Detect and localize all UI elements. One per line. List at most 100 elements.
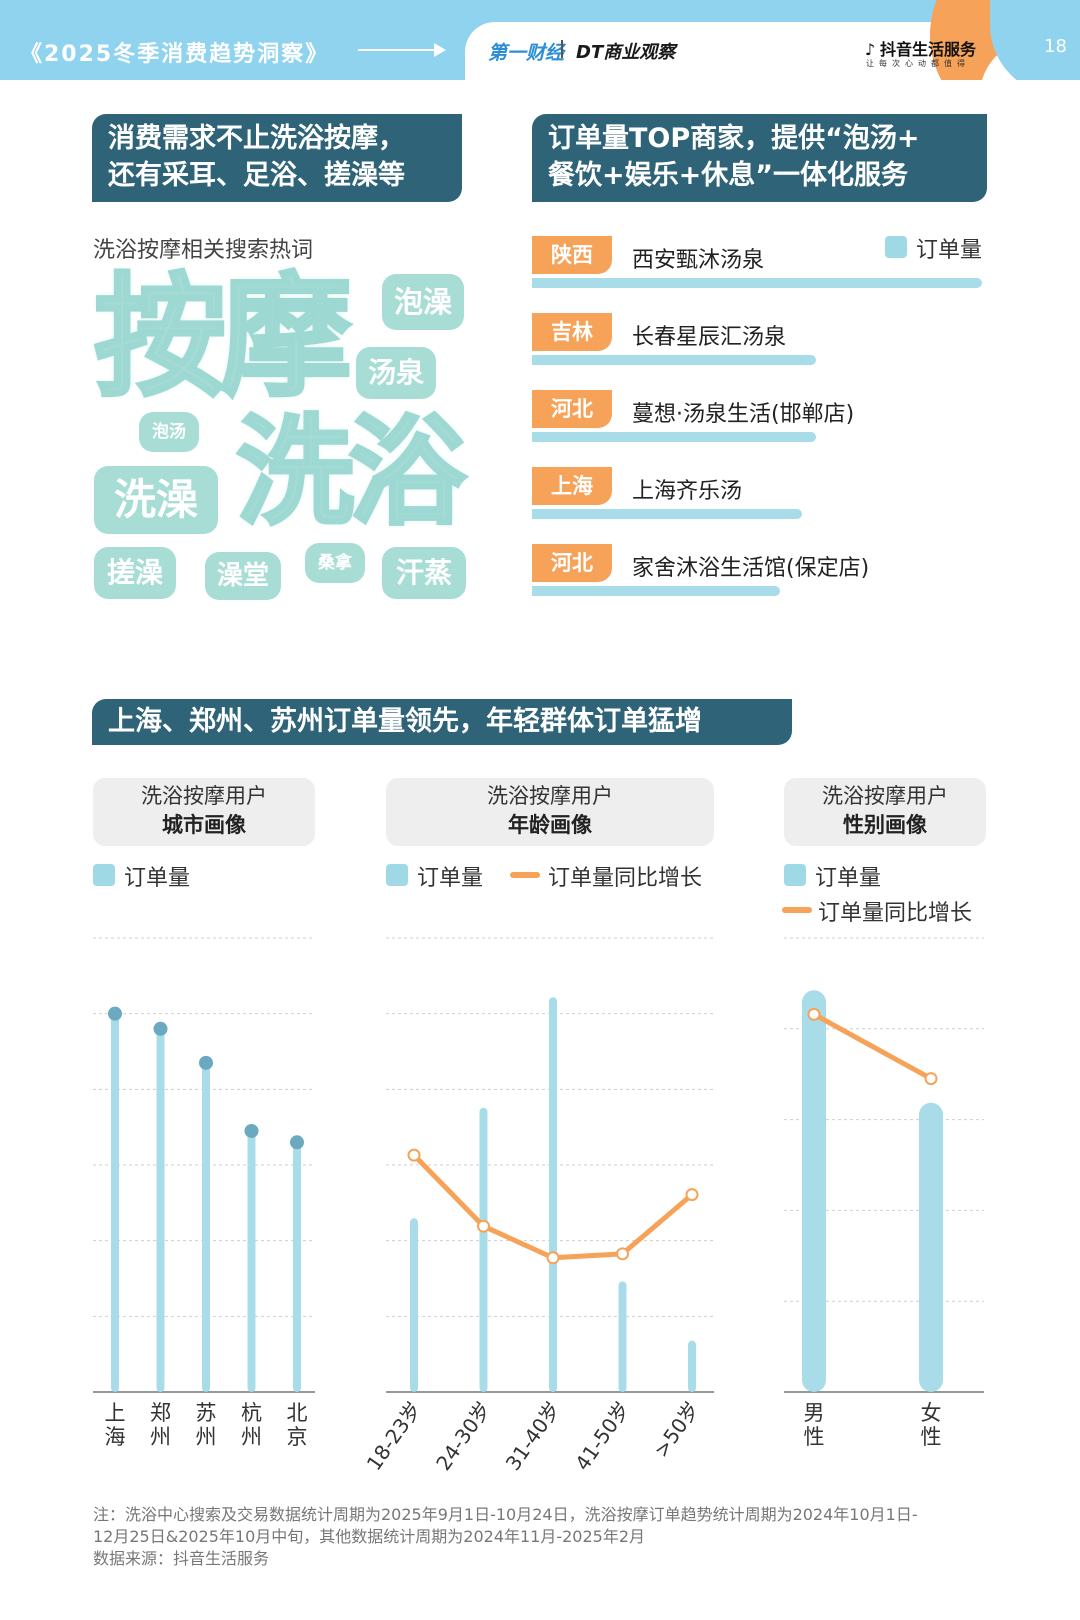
- x-tick-label: 郑: [150, 1401, 171, 1425]
- bar-cap-dot: [244, 1123, 259, 1138]
- merchant-row: 上海 上海齐乐汤: [532, 467, 992, 522]
- legend-orders-label: 订单量: [916, 238, 983, 263]
- merchant-name: 家舍沐浴生活馆(保定店): [632, 556, 870, 581]
- age-legend-orders-swatch: [386, 864, 408, 886]
- age-legend-growth-line: [510, 872, 540, 878]
- word-hanzheng: 汗蒸: [382, 547, 466, 599]
- dt-logo: DT商业观察: [576, 42, 676, 63]
- gender-legend-orders-label: 订单量: [815, 866, 882, 891]
- word-cuozao: 搓澡: [94, 547, 176, 599]
- section-header-line: 消费需求不止洗浴按摩，: [108, 123, 405, 154]
- top-banner: [0, 0, 1080, 80]
- chart-bar: [111, 1013, 119, 1392]
- x-tick-label: 18-23岁: [362, 1397, 426, 1475]
- x-tick-label: 州: [241, 1425, 262, 1449]
- merchant-name: 蔓想·汤泉生活(邯郸店): [632, 402, 855, 427]
- chart-bar: [247, 1130, 256, 1392]
- growth-point: [807, 1007, 821, 1021]
- growth-point: [924, 1072, 938, 1086]
- growth-point: [616, 1247, 629, 1261]
- merchant-order-bar: [532, 432, 816, 442]
- x-tick-label: 海: [105, 1425, 126, 1449]
- gender-panel-title: 洗浴按摩用户 性别画像: [784, 778, 986, 846]
- page-number: 18: [1044, 36, 1067, 57]
- x-tick-label: 上: [105, 1401, 126, 1425]
- panel-title-line: 洗浴按摩用户: [822, 784, 948, 808]
- gender-legend-orders-swatch: [784, 864, 806, 886]
- x-tick-label: 性: [921, 1425, 942, 1449]
- douyin-note-icon: ♪: [864, 40, 876, 59]
- x-tick-label: 24-30岁: [431, 1397, 495, 1475]
- chart-bar: [479, 1107, 488, 1392]
- chart-bar: [802, 990, 826, 1392]
- x-tick-label: 性: [804, 1425, 825, 1449]
- city-legend-orders-label: 订单量: [124, 866, 191, 891]
- merchant-row: 吉林 长春星辰汇汤泉: [532, 313, 992, 368]
- x-tick-label: 州: [150, 1425, 171, 1449]
- merchant-row: 河北 蔓想·汤泉生活(邯郸店): [532, 390, 992, 445]
- corner-decoration-blue: [990, 0, 1080, 80]
- footnote-line: 注：洗浴中心搜索及交易数据统计周期为2025年9月1日-10月24日，洗浴按摩订…: [93, 1505, 918, 1524]
- word-sangna: 桑拿: [305, 543, 365, 583]
- section-header-line: 餐饮+娱乐+休息”一体化服务: [548, 160, 908, 191]
- douyin-logo-text: 抖音生活服务: [880, 40, 977, 59]
- x-tick-label: 31-40岁: [501, 1397, 565, 1475]
- arrow-line: [358, 49, 440, 51]
- x-tick-label: 州: [196, 1425, 217, 1449]
- chart-bar: [549, 997, 557, 1392]
- panel-title-bold: 城市画像: [162, 813, 246, 837]
- chart-bar: [919, 1102, 943, 1392]
- yicai-logo: 第一财经: [488, 42, 565, 64]
- word-paozao: 泡澡: [382, 274, 464, 330]
- merchant-province-tag: 河北: [532, 544, 612, 582]
- x-tick-label: 男: [804, 1401, 825, 1425]
- growth-point: [546, 1251, 560, 1265]
- panel-title-bold: 性别画像: [843, 813, 927, 837]
- merchant-order-bar: [532, 586, 780, 596]
- bar-cap-dot: [290, 1135, 304, 1150]
- city-legend-orders-swatch: [93, 864, 115, 886]
- merchant-province-tag: 陕西: [532, 236, 612, 274]
- section-header-line: 上海、郑州、苏州订单量领先，年轻群体订单猛增: [108, 706, 702, 737]
- merchant-order-bar: [532, 355, 816, 365]
- word-anmo: 按摩: [93, 261, 354, 415]
- growth-point: [407, 1148, 421, 1162]
- chart-bar: [293, 1142, 301, 1392]
- chart-bar: [618, 1281, 627, 1392]
- merchant-row: 河北 家舍沐浴生活馆(保定店): [532, 544, 992, 599]
- word-tangquan: 汤泉: [356, 347, 436, 399]
- arrow-right-icon: [434, 43, 446, 57]
- bar-cap-dot: [153, 1021, 168, 1036]
- merchant-order-bar: [532, 509, 802, 519]
- chart-bar: [410, 1218, 418, 1392]
- age-legend-orders-label: 订单量: [417, 866, 484, 891]
- gender-legend-growth-line: [782, 907, 812, 913]
- footnote-line: 12月25日&2025年10月中旬，其他数据统计周期为2024年11月-2025…: [93, 1527, 646, 1546]
- panel-title-bold: 年龄画像: [508, 813, 592, 837]
- gender-legend-growth-label: 订单量同比增长: [818, 901, 973, 926]
- douyin-slogan: 让每次心动都值得: [866, 59, 970, 68]
- panel-title-line: 洗浴按摩用户: [487, 784, 613, 808]
- x-tick-label: 杭: [241, 1401, 262, 1425]
- logo-divider: [561, 40, 563, 58]
- chart-bar: [202, 1062, 210, 1392]
- bar-cap-dot: [199, 1055, 213, 1070]
- section-header-user-portrait: 上海、郑州、苏州订单量领先，年轻群体订单猛增: [92, 699, 792, 745]
- age-legend-growth-label: 订单量同比增长: [548, 866, 703, 891]
- growth-point: [685, 1188, 699, 1202]
- douyin-logo: ♪ 抖音生活服务: [862, 36, 976, 60]
- word-xiyu: 洗浴: [234, 403, 467, 541]
- merchant-name: 长春星辰汇汤泉: [632, 325, 787, 350]
- growth-line: [812, 1012, 933, 1081]
- merchant-name: 西安甄沐汤泉: [632, 248, 765, 273]
- city-panel-title: 洗浴按摩用户 城市画像: [93, 778, 315, 846]
- age-panel-title: 洗浴按摩用户 年龄画像: [386, 778, 714, 846]
- merchant-order-bar: [532, 278, 982, 288]
- section-header-line: 订单量TOP商家，提供“泡汤+: [548, 123, 920, 154]
- word-xizao: 洗澡: [94, 466, 218, 534]
- section-header-demand: 消费需求不止洗浴按摩， 还有采耳、足浴、搓澡等: [92, 114, 462, 202]
- bar-cap-dot: [108, 1006, 122, 1021]
- section-header-top-merchants: 订单量TOP商家，提供“泡汤+ 餐饮+娱乐+休息”一体化服务: [532, 114, 987, 202]
